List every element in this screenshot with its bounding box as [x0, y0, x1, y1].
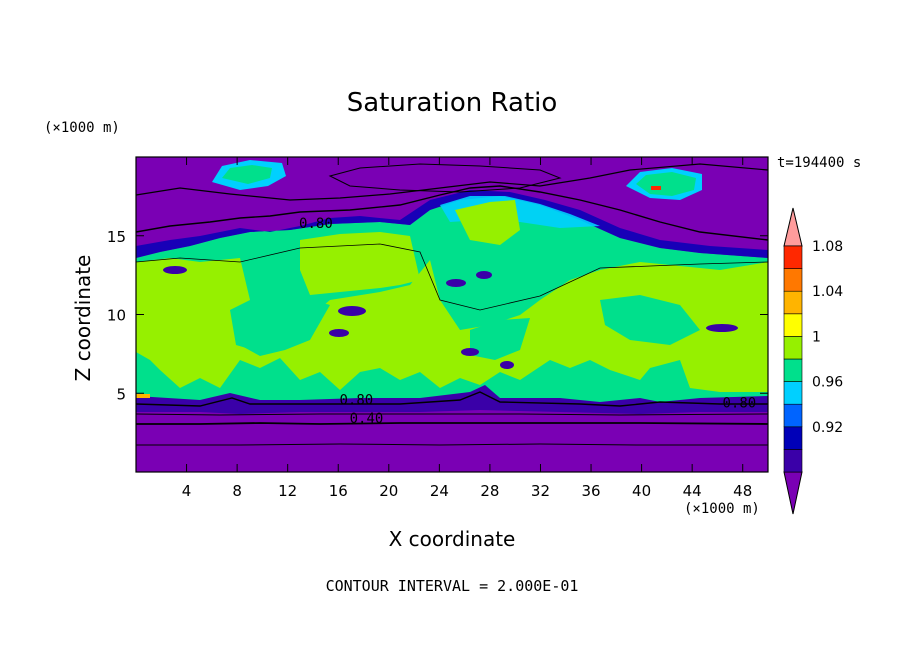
colorbar-extend-high: [783, 207, 803, 247]
x-tick-label: 8: [232, 482, 242, 500]
x-tick-label: 4: [182, 482, 192, 500]
colorbar-tick-label: 0.92: [812, 420, 843, 436]
plot-area: [136, 157, 768, 472]
upper-cloud-left-core: [222, 165, 272, 184]
colorbar-segment: [783, 381, 803, 405]
y-tick-label: 5: [116, 385, 126, 403]
contour-label: 0.80: [299, 216, 333, 232]
x-tick-label: 36: [581, 482, 600, 500]
colorbar-tick-label: 0.96: [812, 375, 843, 391]
dry-cell: [500, 361, 514, 369]
contour-line: [136, 391, 768, 407]
boundary-band: [136, 385, 768, 414]
x-tick-label: 48: [733, 482, 752, 500]
colorbar-segment: [783, 403, 803, 428]
dry-cell: [338, 306, 366, 316]
time-label: t=194400 s: [777, 155, 862, 171]
dry-cell: [706, 324, 738, 332]
contour-line: [136, 443, 768, 446]
contour-interval-note: CONTOUR INTERVAL = 2.000E-01: [325, 577, 579, 595]
dry-cell: [476, 271, 492, 279]
colorbar-tick-label: 1: [812, 329, 821, 345]
colorbar-segment: [783, 449, 803, 473]
cloud-interior-green-2: [300, 232, 420, 295]
cloud-streak-2: [470, 318, 530, 360]
contour-label: 0.40: [350, 411, 384, 427]
colorbar-extend-low: [783, 471, 803, 515]
contour-line: [328, 163, 562, 193]
y-axis-ticks: 5 10 15: [107, 228, 768, 403]
colorbar-segment: [783, 358, 803, 382]
x-tick-label: 44: [683, 482, 702, 500]
x-tick-label: 32: [531, 482, 550, 500]
x-tick-label: 28: [480, 482, 499, 500]
x-axis-ticks: 4 8 12 16 20 24 28 32 36 40 44 48: [182, 157, 752, 500]
colorbar: 0.92 0.96 1 1.04 1.08: [783, 207, 843, 515]
colorbar-segment: [783, 268, 803, 292]
colorbar-segment: [783, 426, 803, 450]
dry-cell: [163, 266, 187, 274]
contour-labels: 0.80 0.80 0.80 0.40: [299, 216, 756, 427]
contour-line: [136, 413, 768, 416]
contour-label: 0.80: [340, 392, 374, 408]
cloud-interior-green-3: [455, 200, 520, 245]
contour-line: [136, 243, 768, 311]
cloud-streak-3: [600, 295, 700, 345]
colorbar-segment: [783, 336, 803, 360]
contour-line: [136, 185, 768, 241]
x-axis-label: X coordinate: [388, 527, 516, 551]
z-axis-unit: (×1000 m): [44, 120, 120, 136]
dry-cell: [329, 329, 349, 337]
colorbar-tick-label: 1.08: [812, 239, 843, 255]
x-axis-unit: (×1000 m): [684, 501, 760, 517]
dry-cell: [461, 348, 479, 356]
cloud-interior-green: [136, 258, 768, 392]
y-tick-label: 10: [107, 307, 126, 325]
colorbar-segment: [783, 313, 803, 337]
x-tick-label: 40: [632, 482, 651, 500]
x-tick-label: 24: [430, 482, 449, 500]
dry-cell: [446, 279, 466, 287]
y-tick-label: 15: [107, 228, 126, 246]
x-tick-label: 20: [379, 482, 398, 500]
cloud-top-fringe: [136, 190, 768, 258]
x-tick-label: 16: [329, 482, 348, 500]
cloud-streak-1: [236, 296, 330, 356]
colorbar-segment: [783, 245, 803, 269]
colorbar-tick-label: 1.04: [812, 284, 843, 300]
warm-spot: [136, 394, 150, 398]
warm-spot: [651, 186, 661, 190]
chart-title: Saturation Ratio: [346, 88, 558, 118]
x-tick-label: 12: [278, 482, 297, 500]
contour-label: 0.80: [722, 395, 756, 411]
contour-line: [136, 163, 768, 201]
contour-line: [136, 422, 768, 425]
colorbar-segment: [783, 290, 803, 315]
